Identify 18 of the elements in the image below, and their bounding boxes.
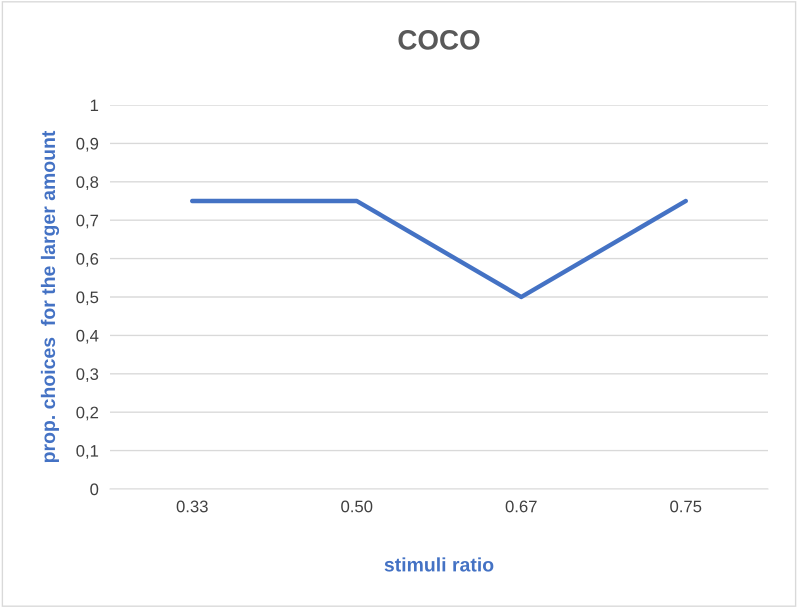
chart-title: COCO xyxy=(398,30,480,50)
y-tick-label: 0,2 xyxy=(76,406,98,420)
y-tick-label: 0,1 xyxy=(76,445,98,459)
y-tick-label: 0,5 xyxy=(76,291,98,306)
y-tick-label: 0,4 xyxy=(76,330,98,344)
y-tick-label: 0,6 xyxy=(76,253,98,267)
y-tick-label: 0 xyxy=(90,483,98,496)
y-tick-label: 0,9 xyxy=(76,138,98,152)
y-tick-label: 1 xyxy=(90,100,98,112)
x-tick-label: 0.75 xyxy=(670,500,702,512)
y-tick-label: 0,7 xyxy=(76,214,98,228)
y-tick-label: 0,3 xyxy=(76,368,98,382)
x-axis-title: stimuli ratio xyxy=(384,557,494,572)
y-tick-label: 0,8 xyxy=(76,176,98,190)
x-tick-label: 0.50 xyxy=(341,500,372,512)
x-tick-label: 0.33 xyxy=(176,500,208,512)
y-axis-title: prop. choices for the larger amount xyxy=(40,130,60,462)
x-tick-label: 0.67 xyxy=(506,500,537,512)
